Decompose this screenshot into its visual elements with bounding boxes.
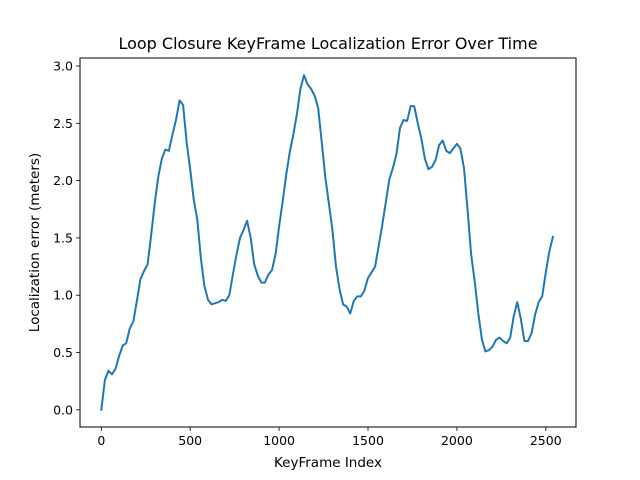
x-axis-label: KeyFrame Index bbox=[274, 455, 382, 471]
y-tick-label: 1.5 bbox=[53, 230, 73, 245]
x-tick-label: 1000 bbox=[263, 433, 295, 448]
x-tick-label: 1500 bbox=[352, 433, 384, 448]
y-axis-label: Localization error (meters) bbox=[27, 153, 43, 332]
error-series-line bbox=[100, 74, 555, 411]
y-tick-label: 1.0 bbox=[53, 288, 73, 303]
y-tick-label: 0.5 bbox=[53, 345, 73, 360]
y-tick-label: 0.0 bbox=[53, 402, 73, 417]
y-tick-label: 2.5 bbox=[53, 116, 73, 131]
x-axis-ticks: 0 500 1000 1500 2000 2500 bbox=[97, 427, 562, 448]
y-tick-label: 2.0 bbox=[53, 173, 73, 188]
plot-frame bbox=[79, 57, 577, 428]
y-axis-ticks: 0.0 0.5 1.0 1.5 2.0 2.5 3.0 bbox=[53, 59, 80, 417]
x-tick-label: 2000 bbox=[441, 433, 473, 448]
x-tick-label: 500 bbox=[178, 433, 202, 448]
x-tick-label: 2500 bbox=[530, 433, 562, 448]
x-tick-label: 0 bbox=[97, 433, 105, 448]
chart-title: Loop Closure KeyFrame Localization Error… bbox=[118, 34, 537, 53]
y-tick-label: 3.0 bbox=[53, 59, 73, 74]
